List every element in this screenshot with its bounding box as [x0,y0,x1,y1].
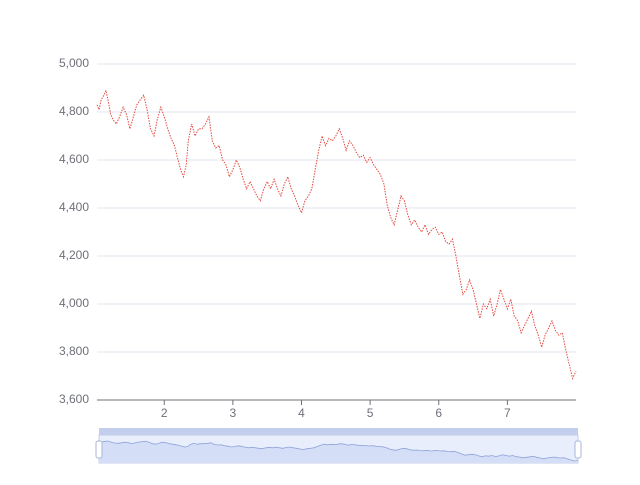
zoom-handle-right[interactable] [574,440,582,459]
data-line [96,88,577,380]
x-tick-label: 2 [161,406,168,420]
y-tick-label: 4,400 [59,200,89,214]
y-tick-label: 4,200 [59,248,89,262]
y-tick-label: 4,000 [59,296,89,310]
zoom-preview [98,440,579,462]
x-tick-label: 3 [230,406,237,420]
y-tick-label: 4,600 [59,152,89,166]
x-tick-label: 4 [298,406,305,420]
y-tick-label: 4,800 [59,104,89,118]
x-tick-label: 7 [504,406,511,420]
zoom-bar[interactable] [99,428,578,435]
y-tick-label: 3,600 [59,392,89,406]
x-tick-label: 6 [435,406,442,420]
y-tick-label: 3,800 [59,344,89,358]
zoom-preview-area [99,441,578,463]
zoom-handle-left[interactable] [95,440,103,459]
x-tick-label: 5 [367,406,374,420]
y-tick-label: 5,000 [59,56,89,70]
